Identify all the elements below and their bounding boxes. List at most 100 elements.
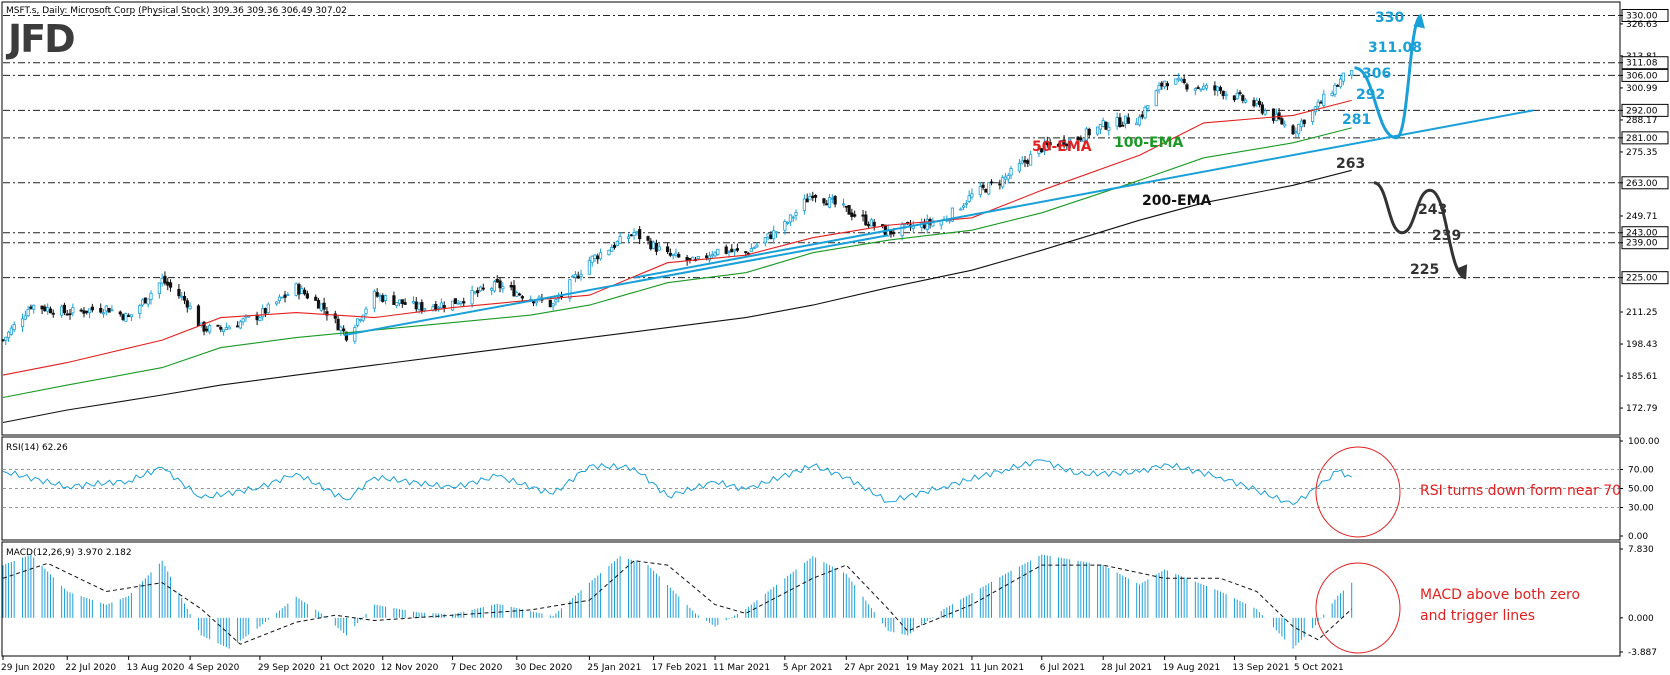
candle-body [227,326,231,330]
candle-body [1319,101,1323,104]
candle-body [442,305,446,308]
candle-body [1154,90,1158,107]
ema50-label: 50-EMA [1032,139,1092,155]
date-label: 5 Oct 2021 [1294,663,1344,673]
candle-body [554,299,558,303]
candle-body [984,189,988,193]
candle-body [512,285,516,297]
candle-body [766,233,770,238]
candle-body [1199,88,1203,91]
scenario-path [1373,181,1467,280]
candle-body [364,308,368,314]
candle-body [735,248,739,251]
candle-body [300,288,304,294]
candle-body [414,301,418,310]
candle-body [302,289,307,295]
candle-body [476,290,480,294]
candle-body [325,311,329,316]
candle-body [850,212,854,217]
candle-body [749,248,753,252]
candle-body [68,313,72,316]
candle-body [361,314,365,321]
candle-body [646,236,650,241]
date-label: 30 Dec 2020 [515,663,573,673]
rsi-path [2,459,1352,506]
candle-body [967,195,971,203]
ema-line [2,99,1352,376]
candle-body [872,221,876,227]
rsi-tick-label: 70.00 [1628,466,1654,476]
candle-body [1338,78,1343,88]
candle-body [495,278,499,283]
candle-body [180,295,184,298]
date-label: 27 Apr 2021 [844,663,900,673]
candle-body [1316,101,1320,107]
candle-body [668,252,672,256]
candle-body [833,196,837,205]
candle-body [1006,175,1010,180]
candle-body [772,230,776,240]
candle-body [1157,84,1161,91]
price-tick-label: 239.00 [1626,239,1658,249]
date-label: 5 Apr 2021 [783,663,833,673]
candle-body [1104,121,1108,130]
macd-axis: 7.830 0.000 -3.887 [1620,545,1657,658]
candle-body [696,256,700,259]
candle-body [1068,138,1072,148]
candle-body [610,247,614,252]
candle-body [517,293,522,296]
price-tick-label: 172.79 [1626,404,1658,414]
candle-body [964,202,968,205]
candle-body [1118,117,1122,128]
candle-body [322,302,326,310]
candle-body [104,305,108,312]
candle-body [339,326,343,331]
candle-body [1336,85,1340,87]
price-tick-label: 275.35 [1626,148,1658,158]
date-label: 29 Jun 2020 [1,663,55,673]
candle-body [1218,87,1223,91]
ema-line [2,127,1352,399]
candle-body [867,224,871,227]
ema-line [2,169,1352,424]
candle-body [501,286,505,290]
candle-body [1243,99,1248,103]
date-label: 17 Feb 2021 [652,663,708,673]
candle-body [202,321,206,332]
candle-body [420,302,424,311]
candle-body [498,280,502,289]
level-292-label: 292 [1356,87,1385,103]
date-label: 28 Jul 2021 [1101,663,1152,673]
candle-body [590,255,594,263]
candle-body [353,327,357,342]
candle-body [4,336,8,341]
candle-body [316,300,321,309]
candle-body [869,219,874,227]
candle-body [160,278,164,284]
candle-body [568,279,572,299]
candle-body [1179,78,1183,82]
candle-body [1017,162,1022,172]
candle-body [127,315,131,317]
macd-signal-path [2,560,1353,645]
candle-body [981,184,985,188]
candle-body [598,252,603,260]
candle-body [755,244,759,248]
candle-body [51,312,55,315]
candle-body [813,195,818,198]
candle-body [121,314,125,320]
candle-body [1193,88,1197,91]
candle-body [219,327,223,330]
candle-body [143,297,148,304]
price-tick-label: 326.63 [1626,20,1658,30]
candle-body [1143,106,1147,119]
candle-body [450,300,455,311]
price-tick-label: 288.17 [1626,116,1658,126]
candle-body [1297,123,1301,135]
date-label: 22 Jul 2020 [65,663,116,673]
candle-body [1252,100,1256,107]
candle-body [1182,78,1186,83]
candle-body [1238,92,1242,95]
candle-body [925,219,929,230]
